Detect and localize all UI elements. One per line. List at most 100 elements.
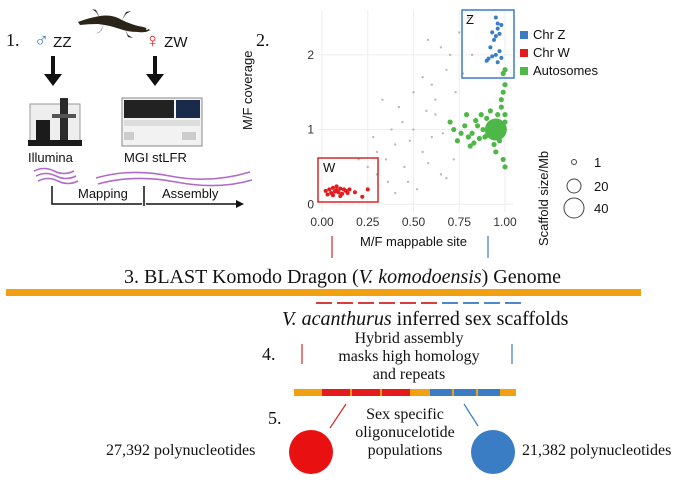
other-point [403, 165, 406, 169]
chr-z-point [493, 34, 498, 39]
other-point [434, 113, 437, 116]
size-legend-40: 40 [594, 201, 609, 216]
z-box-label: Z [466, 12, 474, 27]
other-point [425, 109, 428, 113]
other-point [412, 128, 415, 131]
chr-z-point [495, 60, 500, 65]
hybrid-assembly-text: Hybrid assembly masks high homology and … [338, 330, 480, 383]
autosome-point [465, 134, 471, 140]
w-polynucleotide-count: 27,392 polynucleotides [106, 442, 256, 459]
chr-z-point [490, 30, 495, 35]
w-box-label: W [323, 160, 336, 175]
autosome-point [495, 112, 501, 118]
other-point [406, 180, 410, 184]
other-point [448, 53, 452, 57]
other-point [412, 90, 415, 94]
autosome-point [458, 130, 464, 136]
w-diag-line [329, 403, 347, 429]
autosome-point [500, 156, 506, 163]
x-tick-label: 0.75 [448, 215, 472, 229]
arrow-down-left-icon [44, 56, 62, 86]
chr-z-point [484, 58, 489, 63]
autosome-point [491, 130, 497, 136]
other-point [366, 165, 369, 169]
lizard-icon [78, 9, 150, 38]
other-point [458, 31, 461, 34]
other-point [384, 158, 388, 161]
y-tick-label: 1 [307, 123, 314, 137]
other-point [408, 139, 412, 142]
chr-z-point [495, 26, 500, 31]
autosome-point [500, 125, 506, 131]
z-population-circle [471, 430, 515, 474]
chr-z-point [497, 49, 502, 54]
autosome-point [498, 97, 504, 103]
other-point [430, 83, 433, 86]
other-point [394, 191, 397, 195]
autosome-point [471, 140, 477, 146]
chr-w-point [327, 187, 332, 192]
chr-w-point [365, 187, 370, 192]
legend: Chr Z Chr W Autosomes [520, 26, 598, 80]
legend-item-chr-z: Chr Z [520, 26, 598, 44]
other-point [454, 90, 457, 94]
other-point [357, 158, 360, 161]
mapping-label: Mapping [78, 186, 128, 201]
chr-w-point [336, 190, 341, 195]
other-point [445, 176, 448, 180]
short-reads-icon [33, 167, 79, 185]
other-point [426, 161, 430, 165]
x-axis-label: M/F mappable site [360, 234, 467, 249]
mgi-sequencer-icon [121, 97, 203, 147]
x-tick-label: 0.50 [402, 215, 426, 229]
legend-item-chr-w: Chr W [520, 44, 598, 62]
chr-z-point [499, 55, 504, 60]
step-5-label: 5. [268, 408, 282, 428]
chr-z-point [495, 21, 500, 26]
step-3-title: 3. BLAST Komodo Dragon (V. komodoensis) … [124, 266, 562, 288]
other-point [394, 143, 397, 146]
illumina-label: Illumina [28, 150, 73, 165]
legend-item-autosomes: Autosomes [520, 62, 598, 80]
autosome-point [500, 70, 506, 77]
autosome-point [500, 89, 506, 95]
autosome-point [487, 108, 493, 114]
w-highlight-box [317, 157, 379, 203]
z-highlight-box [461, 9, 515, 79]
autosome-point [502, 82, 508, 88]
autosome-point [467, 143, 473, 149]
autosome-point [447, 119, 453, 125]
w-population-circle [289, 430, 333, 474]
chr-w-point [338, 194, 343, 199]
x-tick-label: 1.00 [493, 215, 517, 229]
other-point [386, 180, 390, 184]
long-reads-icon [95, 171, 253, 187]
autosome-point [498, 104, 504, 110]
chr-w-point [334, 184, 339, 189]
autosome-point [473, 117, 479, 124]
other-point [430, 135, 433, 139]
autosome-point [489, 120, 495, 127]
other-point [467, 16, 470, 19]
other-point [470, 53, 474, 57]
komodo-genome-bar [6, 289, 641, 296]
other-point [445, 68, 448, 71]
other-point [381, 98, 384, 101]
y-tick-label: 2 [307, 48, 314, 62]
other-point [421, 150, 424, 154]
autosome-point [454, 138, 461, 144]
arrow-down-right-icon [146, 56, 164, 86]
other-point [452, 158, 455, 161]
autosome-point [462, 123, 468, 129]
size-legend-1: 1 [594, 155, 602, 170]
autosome-point [469, 130, 475, 136]
female-label: ♀ ZW [145, 30, 188, 52]
other-point [439, 46, 443, 49]
z-diag-line [463, 403, 479, 427]
autosome-point [502, 112, 508, 118]
chr-z-point [497, 31, 502, 36]
y-tick-label: 0 [307, 197, 314, 211]
chr-z-point [488, 45, 493, 50]
chr-z-point [493, 52, 498, 57]
